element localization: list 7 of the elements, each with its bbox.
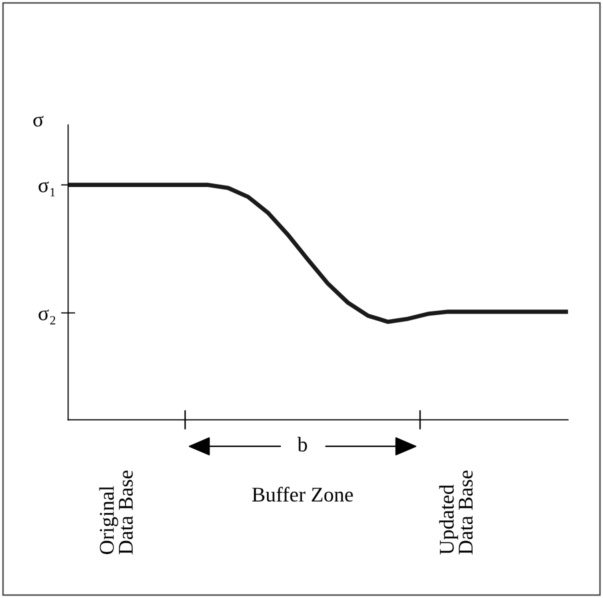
text: Updated Data Base	[439, 470, 473, 555]
y-axis-title: σ	[33, 116, 44, 127]
text: b	[297, 436, 307, 452]
text: Original Data Base	[99, 470, 133, 554]
ref-line-label: σ₂	[38, 309, 56, 324]
ref-line-label: σ₁	[38, 181, 55, 196]
text: Buffer Zone	[252, 486, 353, 502]
